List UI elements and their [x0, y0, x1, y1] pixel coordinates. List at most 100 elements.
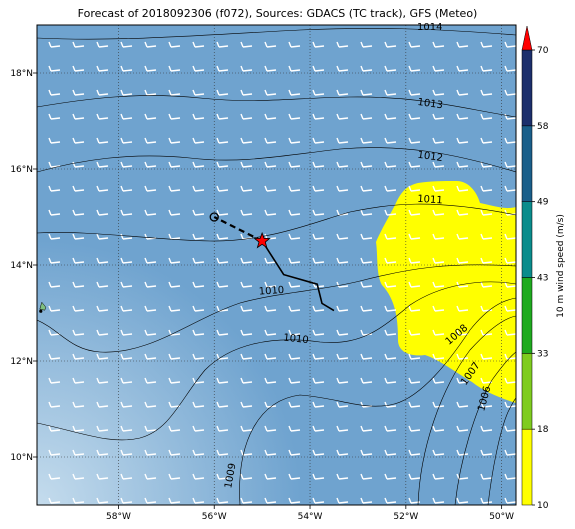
wind-barb [456, 185, 469, 192]
wind-barb [408, 497, 421, 504]
wind-barb [408, 161, 421, 168]
wind-barb [312, 473, 325, 480]
colorbar-extend-arrow [521, 25, 533, 51]
isobar [37, 147, 516, 173]
wind-barb [480, 401, 493, 408]
wind-barb [216, 281, 229, 288]
storm-track [209, 212, 335, 312]
wind-barb [432, 209, 445, 216]
wind-barb [192, 65, 205, 72]
wind-barb [336, 161, 349, 168]
high-wind-area [376, 180, 516, 403]
wind-barb [168, 161, 181, 168]
wind-barb [192, 353, 205, 360]
wind-barb [120, 209, 133, 216]
wind-barb [456, 329, 469, 336]
wind-barb [192, 185, 205, 192]
wind-barb [192, 329, 205, 336]
wind-barb [96, 137, 109, 144]
wind-barb [480, 473, 493, 480]
wind-barbs-layer [48, 41, 516, 504]
wind-barb [456, 353, 469, 360]
wind-barb [312, 257, 325, 264]
wind-barb [432, 497, 445, 504]
wind-barb [144, 353, 157, 360]
wind-barb [216, 257, 229, 264]
wind-barb [192, 281, 205, 288]
wind-barb [72, 497, 85, 504]
wind-barb [240, 377, 253, 384]
latitude-ticks: 10°N 12°N 14°N 16°N 18°N [10, 69, 37, 463]
wind-barb [48, 425, 61, 432]
wind-barb [504, 305, 516, 312]
wind-barb [408, 401, 421, 408]
wind-barb [336, 329, 349, 336]
wind-barb [72, 449, 85, 456]
wind-barb [432, 305, 445, 312]
wind-barb [72, 41, 85, 48]
wind-barb [504, 233, 516, 240]
wind-barb [480, 425, 493, 432]
projected-track-line [213, 216, 263, 242]
wind-barb [408, 185, 421, 192]
wind-barb [360, 353, 373, 360]
isobar-label: 1014 [417, 22, 442, 33]
wind-barb [192, 473, 205, 480]
storm-position-star-icon [253, 231, 271, 249]
wind-barb [264, 329, 277, 336]
wind-barb [456, 377, 469, 384]
wind-barb [144, 89, 157, 96]
wind-barb [312, 137, 325, 144]
wind-barb [72, 305, 85, 312]
wind-barb [480, 185, 493, 192]
wind-barb [264, 305, 277, 312]
wind-barb [408, 473, 421, 480]
wind-barb [192, 209, 205, 216]
wind-barb [504, 425, 516, 432]
wind-barb [288, 329, 301, 336]
wind-barb [264, 473, 277, 480]
wind-barb [432, 113, 445, 120]
wind-barb [72, 65, 85, 72]
wind-barb [192, 161, 205, 168]
wind-barb [288, 161, 301, 168]
wind-barb [264, 257, 277, 264]
wind-barb [48, 137, 61, 144]
wind-barb [96, 281, 109, 288]
wind-barb [240, 281, 253, 288]
wind-barb [432, 281, 445, 288]
wind-barb [192, 89, 205, 96]
wind-barb [168, 353, 181, 360]
wind-barb [288, 233, 301, 240]
wind-barb [72, 209, 85, 216]
wind-barb [336, 113, 349, 120]
wind-barb [384, 473, 397, 480]
isobar [37, 281, 516, 441]
wind-barb [216, 89, 229, 96]
wind-barb [72, 257, 85, 264]
wind-barb [216, 425, 229, 432]
wind-barb [216, 497, 229, 504]
wind-barb [456, 425, 469, 432]
wind-barb [48, 449, 61, 456]
wind-barb [120, 377, 133, 384]
wind-barb [264, 113, 277, 120]
wind-barb [408, 65, 421, 72]
wind-barb [360, 89, 373, 96]
wind-barb [264, 41, 277, 48]
island-dot [39, 309, 43, 313]
wind-barb [360, 425, 373, 432]
wind-barb [264, 161, 277, 168]
wind-barb [504, 161, 516, 168]
lon-tick-label: 56°W [202, 512, 227, 522]
wind-barb [240, 137, 253, 144]
wind-barb [456, 497, 469, 504]
wind-barb [96, 449, 109, 456]
isobar-label: 1009 [223, 462, 238, 489]
wind-barb [240, 209, 253, 216]
wind-barb [336, 65, 349, 72]
wind-barb [312, 209, 325, 216]
wind-barb [48, 473, 61, 480]
wind-barb [384, 257, 397, 264]
isobar [417, 315, 516, 505]
